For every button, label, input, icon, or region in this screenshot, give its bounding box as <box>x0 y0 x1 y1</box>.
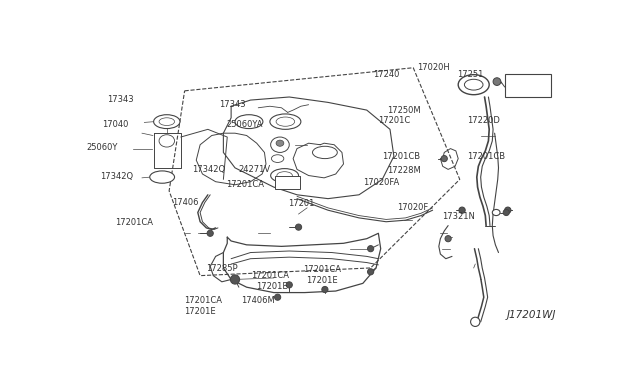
Text: 17020F: 17020F <box>397 203 429 212</box>
Text: 17201CB: 17201CB <box>467 152 505 161</box>
Text: 17040: 17040 <box>102 121 129 129</box>
Ellipse shape <box>322 286 328 293</box>
Text: 17201CA: 17201CA <box>184 296 222 305</box>
Text: 17342Q: 17342Q <box>100 172 133 181</box>
Text: 17201CA: 17201CA <box>303 265 341 274</box>
Text: 17250M: 17250M <box>388 106 421 115</box>
Text: 17201E: 17201E <box>306 276 337 285</box>
Ellipse shape <box>445 235 451 242</box>
Text: 17020H: 17020H <box>417 63 450 72</box>
Text: 24271V: 24271V <box>239 165 271 174</box>
Ellipse shape <box>159 135 175 147</box>
Ellipse shape <box>270 114 301 129</box>
Ellipse shape <box>503 209 509 216</box>
Ellipse shape <box>154 115 180 129</box>
Text: 17228M: 17228M <box>388 166 421 175</box>
Ellipse shape <box>459 207 465 213</box>
Text: 17201CA: 17201CA <box>227 180 264 189</box>
Ellipse shape <box>493 78 501 86</box>
Text: 17201C: 17201C <box>378 116 410 125</box>
Text: 17220D: 17220D <box>467 116 500 125</box>
Text: 17020FA: 17020FA <box>363 178 399 187</box>
Text: 17342Q: 17342Q <box>191 165 225 174</box>
Ellipse shape <box>276 117 294 126</box>
Text: 17406: 17406 <box>172 198 198 207</box>
Text: 17343: 17343 <box>108 94 134 103</box>
Text: 25060Y: 25060Y <box>86 143 117 152</box>
Ellipse shape <box>159 118 175 125</box>
Text: 25060YA: 25060YA <box>227 121 263 129</box>
FancyBboxPatch shape <box>505 74 551 97</box>
Ellipse shape <box>367 246 374 252</box>
Ellipse shape <box>465 79 483 90</box>
Ellipse shape <box>150 171 175 183</box>
Text: 17201CA: 17201CA <box>115 218 153 227</box>
Ellipse shape <box>492 209 500 216</box>
Text: J17201WJ: J17201WJ <box>507 310 556 320</box>
Text: 17240: 17240 <box>372 70 399 79</box>
Ellipse shape <box>207 230 213 236</box>
Text: 17201E: 17201E <box>184 307 216 315</box>
Ellipse shape <box>470 317 480 327</box>
Text: 17251: 17251 <box>457 70 483 79</box>
Ellipse shape <box>505 207 511 213</box>
Text: 17343: 17343 <box>219 100 246 109</box>
Text: 17321N: 17321N <box>442 212 475 221</box>
Ellipse shape <box>276 140 284 146</box>
Ellipse shape <box>312 146 337 158</box>
Text: 17201: 17201 <box>288 199 315 208</box>
Ellipse shape <box>441 155 447 162</box>
FancyBboxPatch shape <box>275 176 300 189</box>
Ellipse shape <box>271 137 289 153</box>
Ellipse shape <box>230 275 239 284</box>
Ellipse shape <box>367 269 374 275</box>
Text: 17201E: 17201E <box>256 282 288 291</box>
Ellipse shape <box>296 224 301 230</box>
Ellipse shape <box>277 172 292 179</box>
Text: 17201CB: 17201CB <box>383 152 420 161</box>
Ellipse shape <box>458 75 489 95</box>
Text: 17285P: 17285P <box>207 264 238 273</box>
Ellipse shape <box>271 169 298 183</box>
Ellipse shape <box>275 294 281 300</box>
Ellipse shape <box>271 155 284 163</box>
Text: 17201CA: 17201CA <box>251 271 289 280</box>
Text: 17406M: 17406M <box>241 296 275 305</box>
Ellipse shape <box>286 282 292 288</box>
Ellipse shape <box>235 115 263 129</box>
